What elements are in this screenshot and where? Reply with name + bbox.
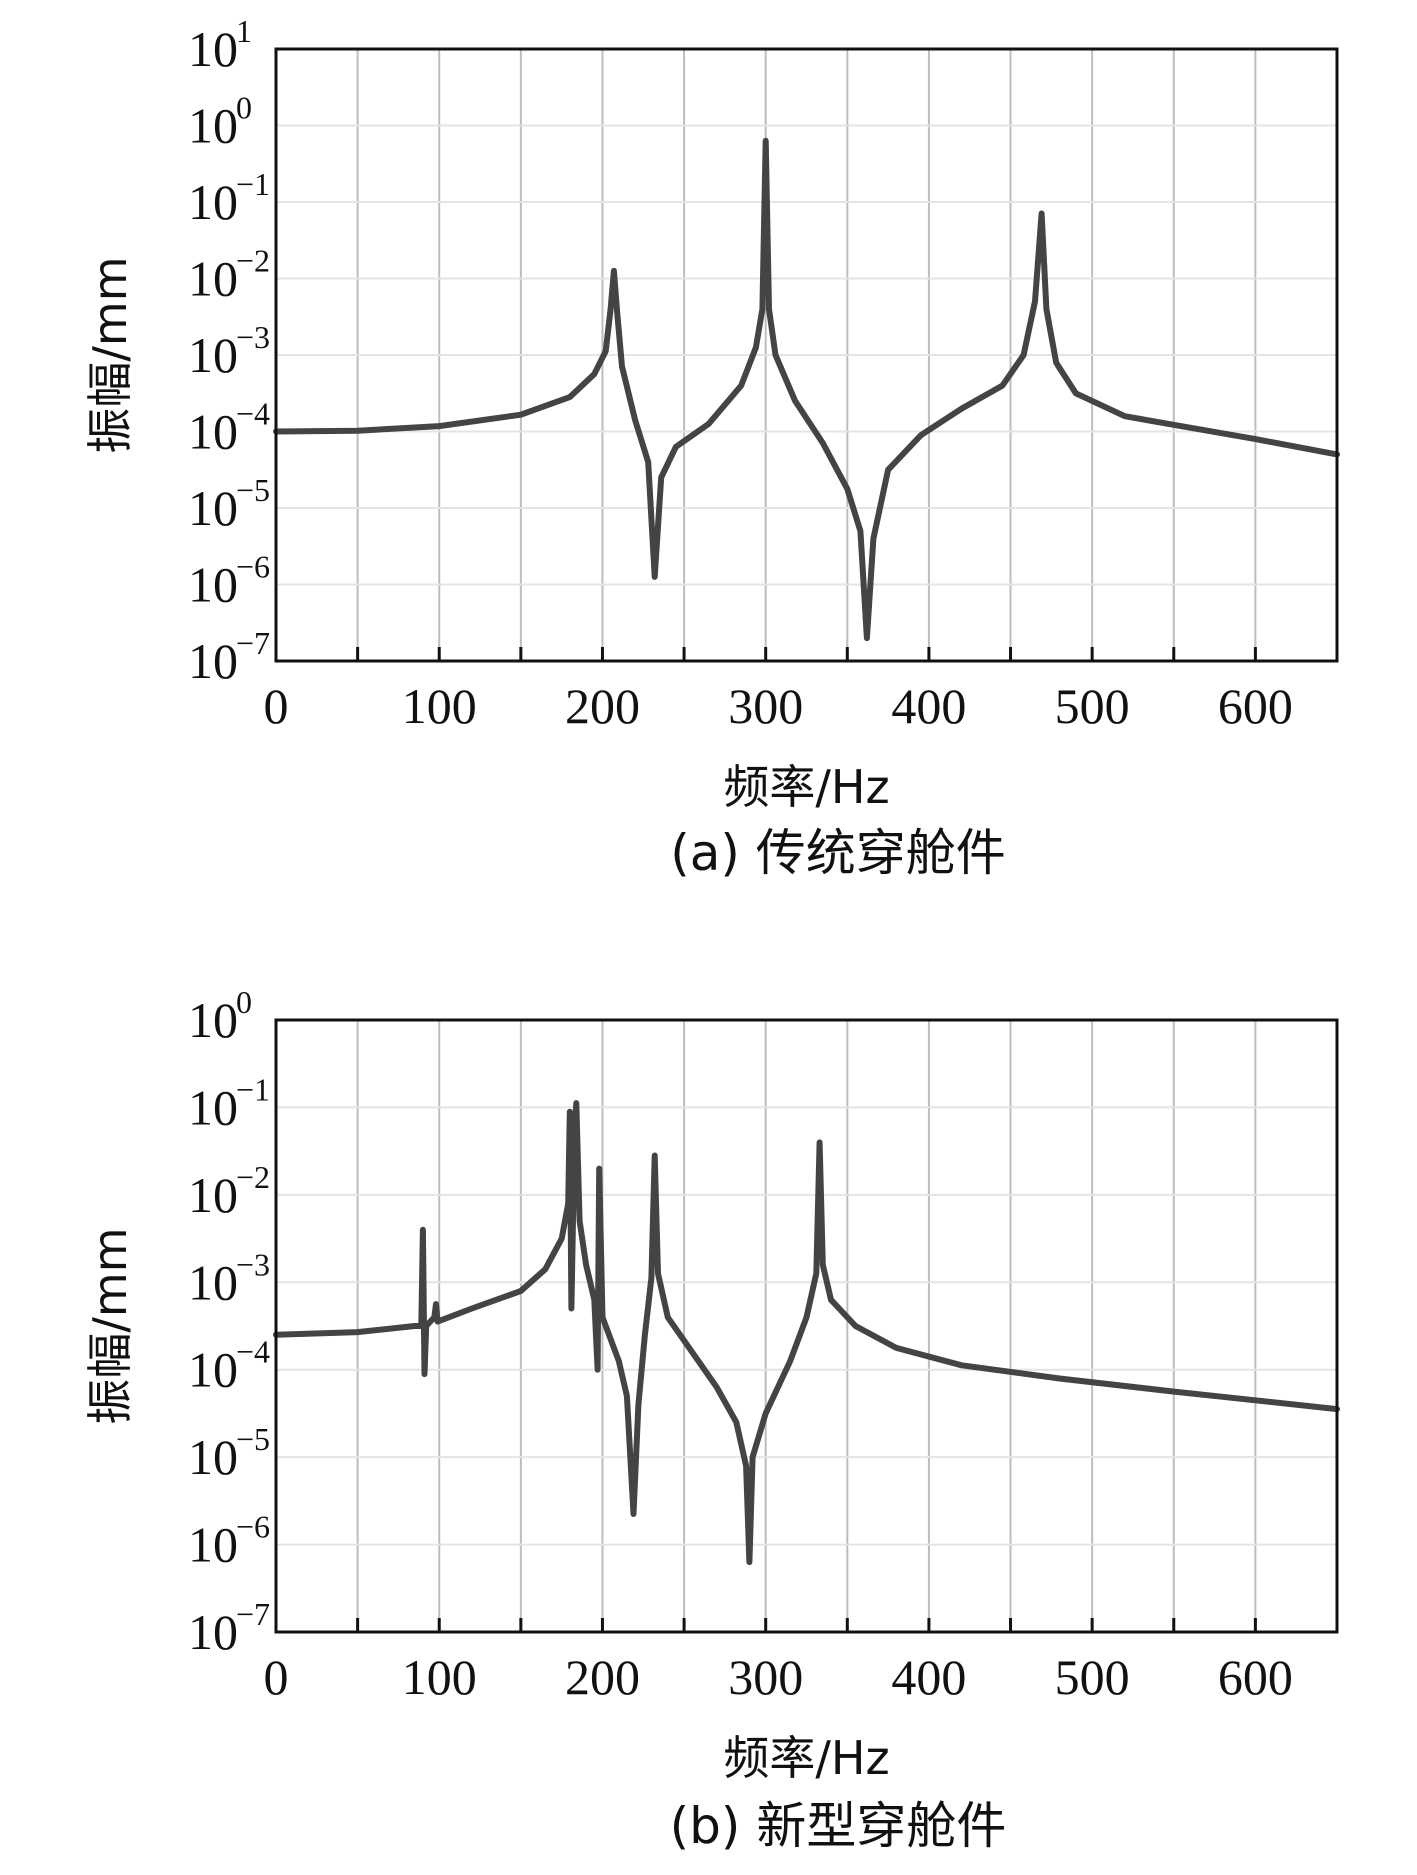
x-tick-label: 400 (891, 1649, 966, 1705)
y-tick-exponent: −7 (236, 1596, 270, 1632)
y-tick-label: 10 (188, 251, 238, 307)
y-tick-exponent: −5 (236, 1421, 270, 1457)
x-axis-title: 频率/Hz (723, 760, 889, 814)
y-tick-exponent: −6 (236, 549, 270, 585)
y-tick-label: 10 (188, 404, 238, 460)
x-tick-label: 100 (402, 1649, 477, 1705)
x-tick-label: 400 (891, 678, 966, 734)
y-tick-exponent: −2 (236, 1159, 270, 1195)
y-tick-label: 10 (188, 1254, 238, 1310)
y-tick-exponent: −3 (236, 319, 270, 355)
y-tick-label: 10 (188, 1604, 238, 1660)
x-tick-label: 500 (1055, 1649, 1130, 1705)
x-tick-label: 200 (565, 678, 640, 734)
y-tick-exponent: −7 (236, 625, 270, 661)
chart-a: 0 100 200 300 400 500 60010110010−110−210−310−… (83, 13, 1340, 882)
x-axis-title: 频率/Hz (723, 1731, 889, 1785)
x-tick-label: 600 (1218, 1649, 1293, 1705)
y-tick-label: 10 (188, 992, 238, 1048)
x-tick-label: 0 (264, 678, 289, 734)
y-tick-exponent: 0 (236, 984, 252, 1020)
y-tick-exponent: 1 (236, 13, 252, 49)
x-tick-label: 300 (728, 678, 803, 734)
y-tick-exponent: −1 (236, 166, 270, 202)
y-tick-label: 10 (188, 1167, 238, 1223)
y-tick-label: 10 (188, 174, 238, 230)
y-axis-title: 振幅/mm (83, 1227, 137, 1424)
y-tick-exponent: −5 (236, 472, 270, 508)
x-tick-label: 100 (402, 678, 477, 734)
plot-frame (274, 1018, 1339, 1634)
y-tick-label: 10 (188, 1429, 238, 1485)
chart-caption-a: (a) 传统穿舱件 (670, 824, 1006, 882)
y-tick-exponent: −4 (236, 1334, 270, 1370)
plot-frame (274, 47, 1339, 663)
chart-b: 0 100 200 300 400 500 60010010−110−210−310−410… (83, 984, 1340, 1855)
y-tick-label: 10 (188, 557, 238, 613)
y-tick-exponent: −4 (236, 396, 270, 432)
x-tick-label: 200 (565, 1649, 640, 1705)
y-axis-title: 振幅/mm (83, 256, 137, 453)
y-tick-label: 10 (188, 21, 238, 77)
y-tick-exponent: −6 (236, 1509, 270, 1545)
y-tick-label: 10 (188, 480, 238, 536)
y-tick-label: 10 (188, 327, 238, 383)
y-tick-label: 10 (188, 1079, 238, 1135)
x-tick-label: 500 (1055, 678, 1130, 734)
y-tick-label: 10 (188, 633, 238, 689)
x-tick-label: 0 (264, 1649, 289, 1705)
chart-caption-b: (b) 新型穿舱件 (670, 1797, 1007, 1855)
series-line-b (273, 1100, 1340, 1566)
x-tick-label: 600 (1218, 678, 1293, 734)
y-tick-exponent: −1 (236, 1071, 270, 1107)
y-tick-label: 10 (188, 1517, 238, 1573)
series-line-a (273, 137, 1340, 642)
y-tick-exponent: −2 (236, 243, 270, 279)
x-tick-label: 300 (728, 1649, 803, 1705)
y-tick-label: 10 (188, 1342, 238, 1398)
y-tick-exponent: 0 (236, 90, 252, 126)
y-tick-exponent: −3 (236, 1246, 270, 1282)
y-tick-label: 10 (188, 98, 238, 154)
